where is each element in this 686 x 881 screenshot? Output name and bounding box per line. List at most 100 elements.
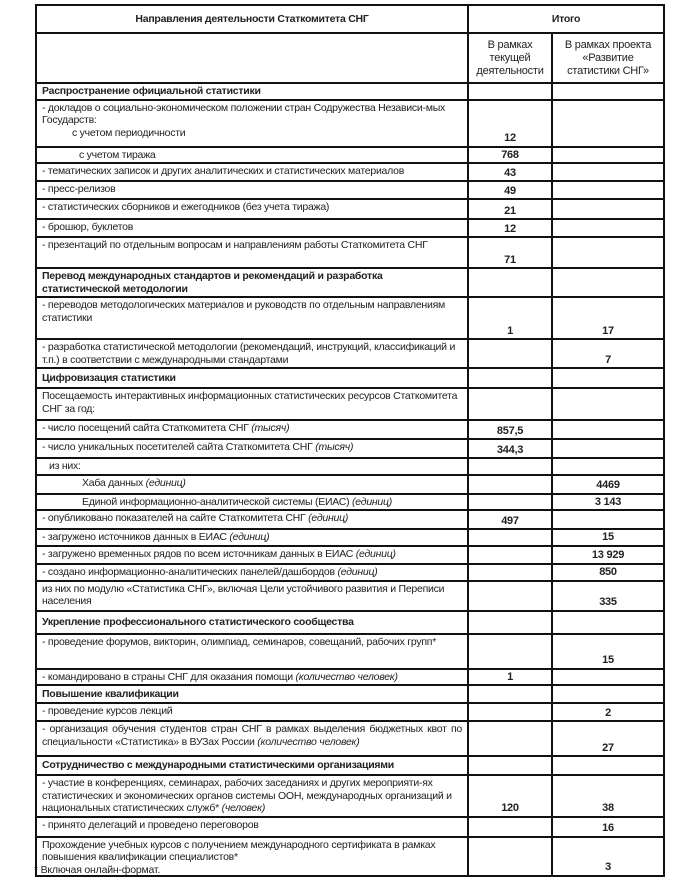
value-project: 2 xyxy=(551,702,665,722)
value-project: 16 xyxy=(551,815,665,838)
row-label: Повышение квалификации xyxy=(35,684,469,704)
row-label-text: Сотрудничество с международными статисти… xyxy=(42,759,395,772)
table-row: - загружено источников данных в ЕИАС (ед… xyxy=(35,528,665,547)
row-label: - пресс-релизов xyxy=(35,180,469,200)
row-label: из них: xyxy=(35,457,469,476)
row-label: Сотрудничество с международными статисти… xyxy=(35,755,469,776)
row-label: - брошюр, буклетов xyxy=(35,218,469,238)
value-current xyxy=(467,632,553,670)
row-label-text: - командировано в страны СНГ для оказани… xyxy=(42,670,293,683)
row-label: Прохождение учебных курсов с получением … xyxy=(35,835,469,877)
row-unit: (единиц) xyxy=(305,512,349,524)
table-row: - проведение форумов, викторин, олимпиад… xyxy=(35,632,665,670)
row-label: - организация обучения студентов стран С… xyxy=(35,720,469,757)
row-sublabel: с учетом периодичности xyxy=(72,126,186,139)
header-total: Итого xyxy=(467,4,665,34)
row-label-text: - пресс-релизов xyxy=(42,183,116,195)
table-row: с учетом тиража 768 xyxy=(35,145,665,164)
row-label-text: - участие в конференциях, семинарах, раб… xyxy=(42,777,452,814)
row-label-text: - загружено временных рядов по всем исто… xyxy=(42,547,354,560)
value-project xyxy=(551,82,665,101)
value-current xyxy=(467,82,553,101)
value-current xyxy=(467,528,553,547)
table-row: Единой информационно-аналитической систе… xyxy=(35,492,665,511)
table-row: - пресс-релизов 49 xyxy=(35,180,665,200)
section-row: Цифровизация статистики xyxy=(35,367,665,389)
table-row: из них: xyxy=(35,457,665,476)
table-row: Прохождение учебных курсов с получением … xyxy=(35,835,665,877)
table-body: Распространение официальной статистики - … xyxy=(35,82,665,877)
row-label-text: из них по модулю «Статистика СНГ», включ… xyxy=(42,582,445,608)
row-unit: (единиц) xyxy=(142,476,186,489)
row-label: Перевод международных стандартов и реком… xyxy=(35,267,469,298)
row-label: - загружено временных рядов по всем исто… xyxy=(35,544,469,565)
row-label: - создано информационно-аналитических па… xyxy=(35,562,469,582)
value-current xyxy=(467,473,553,495)
value-project: 335 xyxy=(551,579,665,612)
row-label-text: с учетом тиража xyxy=(79,148,156,161)
row-label-text: Укрепление профессионального статистичес… xyxy=(42,615,354,628)
footnote: * Включая онлайн-формат. xyxy=(34,864,161,876)
value-current xyxy=(467,457,553,476)
section-row: Сотрудничество с международными статисти… xyxy=(35,755,665,776)
row-label-text: Распространение официальной статистики xyxy=(42,85,261,97)
value-current: 12 xyxy=(467,218,553,238)
value-current xyxy=(467,609,553,635)
row-label: - разработка статистической методологии … xyxy=(35,338,469,369)
value-project: 27 xyxy=(551,720,665,757)
header-empty xyxy=(35,32,469,84)
row-label-text: - проведение курсов лекций xyxy=(42,705,173,717)
value-project: 3 xyxy=(551,835,665,877)
value-project: 850 xyxy=(551,562,665,582)
value-current xyxy=(467,367,553,389)
value-project xyxy=(551,387,665,421)
row-label-text: Повышение квалификации xyxy=(42,687,179,700)
row-label-text: Перевод международных стандартов и реком… xyxy=(42,270,383,295)
row-label-text: Прохождение учебных курсов с получением … xyxy=(42,838,436,864)
value-project xyxy=(551,145,665,164)
table-row: - брошюр, буклетов 12 xyxy=(35,218,665,238)
value-project xyxy=(551,684,665,704)
row-unit: (тысяч) xyxy=(248,422,290,434)
header-project: В рамках проекта «Развитие статистики СН… xyxy=(551,32,665,84)
section-row: Укрепление профессионального статистичес… xyxy=(35,609,665,635)
value-current: 12 xyxy=(467,98,553,148)
row-label-text: - докладов о социально-экономическом пол… xyxy=(42,101,446,127)
table-row: - переводов методологических материалов … xyxy=(35,296,665,340)
value-project: 3 143 xyxy=(551,492,665,511)
value-project xyxy=(551,367,665,389)
value-current xyxy=(467,387,553,421)
row-label-text: - число уникальных посетителей сайта Ста… xyxy=(42,441,313,453)
row-label: - проведение форумов, викторин, олимпиад… xyxy=(35,632,469,670)
value-current xyxy=(467,720,553,757)
value-project xyxy=(551,419,665,440)
table-row: - статистических сборников и ежегодников… xyxy=(35,198,665,220)
value-current xyxy=(467,579,553,612)
section-row: Перевод международных стандартов и реком… xyxy=(35,267,665,298)
row-unit: (количество человек) xyxy=(292,670,398,683)
header-current: В рамках текущей деятельности xyxy=(467,32,553,84)
row-label: Единой информационно-аналитической систе… xyxy=(35,492,469,511)
value-current: 71 xyxy=(467,236,553,269)
row-label-text: - проведение форумов, викторин, олимпиад… xyxy=(42,635,437,648)
table-row: - организация обучения студентов стран С… xyxy=(35,720,665,757)
row-label: - участие в конференциях, семинарах, раб… xyxy=(35,774,469,818)
header-direction: Направления деятельности Статкомитета СН… xyxy=(35,4,469,34)
row-label: - докладов о социально-экономическом пол… xyxy=(35,98,469,148)
value-project xyxy=(551,438,665,459)
row-label-text: Посещаемость интерактивных информационны… xyxy=(42,390,458,415)
table-row: - проведение курсов лекций 2 xyxy=(35,702,665,722)
activity-table: Направления деятельности Статкомитета СН… xyxy=(35,4,665,877)
value-project: 38 xyxy=(551,774,665,818)
row-label: Распространение официальной статистики xyxy=(35,82,469,101)
value-current xyxy=(467,815,553,838)
row-label: из них по модулю «Статистика СНГ», включ… xyxy=(35,579,469,612)
row-label-text: - переводов методологических материалов … xyxy=(42,299,445,324)
value-current xyxy=(467,492,553,511)
row-label: - опубликовано показателей на сайте Стат… xyxy=(35,509,469,530)
value-current xyxy=(467,544,553,565)
row-label-text: - статистических сборников и ежегодников… xyxy=(42,201,330,213)
value-project xyxy=(551,198,665,220)
row-label: - статистических сборников и ежегодников… xyxy=(35,198,469,220)
table-row: - разработка статистической методологии … xyxy=(35,338,665,369)
